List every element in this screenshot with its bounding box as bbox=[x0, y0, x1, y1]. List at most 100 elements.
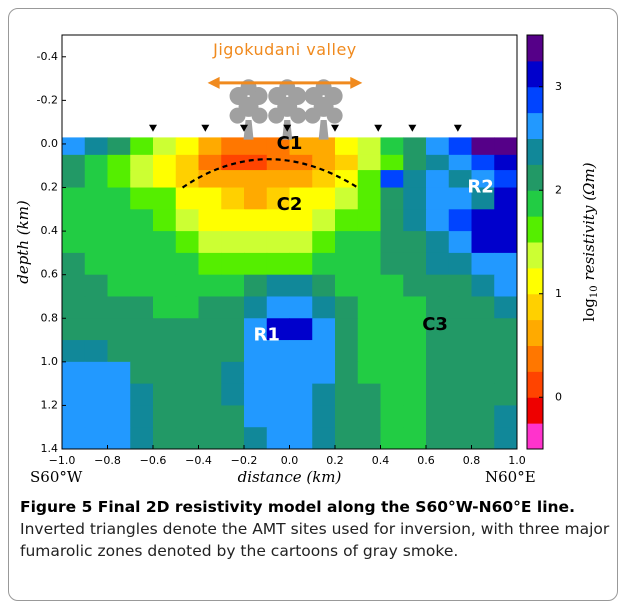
cell bbox=[107, 383, 131, 406]
cell bbox=[403, 383, 427, 406]
cell bbox=[426, 340, 450, 363]
cell bbox=[312, 427, 336, 450]
cell bbox=[266, 340, 290, 363]
x-tick-label: −0.4 bbox=[185, 454, 212, 467]
cell bbox=[494, 231, 518, 254]
cell bbox=[426, 405, 450, 428]
cell bbox=[289, 170, 313, 189]
cell bbox=[175, 154, 199, 171]
cell bbox=[312, 340, 336, 363]
cell bbox=[494, 405, 518, 428]
cell bbox=[84, 427, 108, 450]
cell bbox=[380, 340, 404, 363]
cell bbox=[335, 187, 359, 210]
cell bbox=[130, 340, 154, 363]
cell bbox=[244, 170, 268, 189]
cell bbox=[403, 154, 427, 171]
cell bbox=[198, 252, 222, 276]
amt-site bbox=[149, 124, 157, 132]
cell bbox=[471, 361, 495, 385]
cell bbox=[62, 231, 86, 254]
caption-text: Inverted triangles denote the AMT sites … bbox=[20, 520, 610, 560]
amt-site bbox=[240, 124, 248, 132]
cell bbox=[403, 405, 427, 428]
cell bbox=[107, 405, 131, 428]
colorbar-label-rest: resistivity (Ωm) bbox=[580, 162, 598, 280]
cell bbox=[130, 318, 154, 341]
x-tick-label: 1.0 bbox=[508, 454, 526, 467]
cell bbox=[221, 231, 245, 254]
cell bbox=[357, 340, 381, 363]
cell bbox=[198, 340, 222, 363]
smoke bbox=[304, 79, 343, 140]
cell bbox=[266, 296, 290, 319]
cell bbox=[153, 209, 177, 232]
cell bbox=[426, 427, 450, 450]
cell bbox=[175, 231, 199, 254]
cell bbox=[266, 274, 290, 297]
colorbar-segment bbox=[527, 293, 543, 321]
cell bbox=[403, 318, 427, 341]
cell bbox=[335, 137, 359, 156]
cell bbox=[312, 383, 336, 406]
cell bbox=[403, 209, 427, 232]
amt-site bbox=[283, 124, 292, 132]
conductor-outline bbox=[181, 158, 359, 189]
cell bbox=[84, 170, 108, 189]
cell bbox=[130, 252, 154, 276]
amt-site bbox=[453, 124, 462, 132]
cell bbox=[448, 427, 472, 450]
cell bbox=[335, 383, 359, 406]
cell bbox=[153, 231, 177, 254]
cell bbox=[335, 154, 359, 171]
smoke-stem bbox=[318, 119, 329, 140]
y-tick-label: 0.8 bbox=[41, 311, 59, 324]
cell bbox=[471, 187, 495, 210]
cell bbox=[312, 318, 336, 341]
cell bbox=[426, 154, 450, 171]
cell bbox=[312, 274, 336, 297]
cell bbox=[403, 252, 427, 276]
cell bbox=[426, 209, 450, 232]
cell bbox=[403, 137, 427, 156]
cell bbox=[62, 383, 86, 406]
cell bbox=[380, 383, 404, 406]
cell bbox=[198, 405, 222, 428]
cell bbox=[335, 340, 359, 363]
cell bbox=[403, 427, 427, 450]
cell bbox=[357, 209, 381, 232]
cell bbox=[403, 296, 427, 319]
cell bbox=[130, 154, 154, 171]
colorbar-label-base: log bbox=[580, 298, 598, 322]
cell bbox=[244, 187, 268, 210]
zone-label: C1 bbox=[277, 133, 303, 154]
cell bbox=[221, 187, 245, 210]
x-tick-label: −0.2 bbox=[231, 454, 258, 467]
cell bbox=[357, 318, 381, 341]
colorbar-tick-label: 1 bbox=[555, 287, 562, 300]
cell bbox=[84, 154, 108, 171]
cell bbox=[448, 405, 472, 428]
x-tick-label: 0.4 bbox=[372, 454, 390, 467]
x-right-label: N60°E bbox=[485, 468, 536, 486]
cell bbox=[289, 137, 313, 156]
colorbar-tick-label: 2 bbox=[555, 183, 562, 196]
cell bbox=[244, 318, 268, 341]
y-tick-label: 1.0 bbox=[41, 355, 59, 368]
colorbar-tick-label: 0 bbox=[555, 390, 562, 403]
cell bbox=[494, 361, 518, 385]
cell bbox=[471, 170, 495, 189]
cell bbox=[84, 137, 108, 156]
cell bbox=[471, 427, 495, 450]
cell bbox=[107, 252, 131, 276]
cell bbox=[153, 137, 177, 156]
cell bbox=[289, 187, 313, 210]
cell bbox=[471, 405, 495, 428]
cell bbox=[403, 170, 427, 189]
y-tick-label: 0.6 bbox=[41, 268, 59, 281]
cell bbox=[130, 405, 154, 428]
cell bbox=[107, 209, 131, 232]
cell bbox=[357, 274, 381, 297]
cell bbox=[471, 318, 495, 341]
